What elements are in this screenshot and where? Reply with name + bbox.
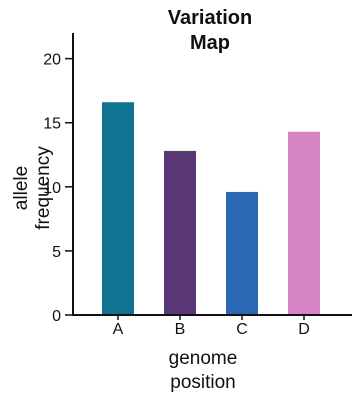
y-axis-title-line-2: frequency — [33, 146, 54, 230]
y-tick-label-15: 15 — [43, 116, 61, 133]
x-tick-label-C: C — [236, 321, 248, 338]
x-axis-title: genome position — [169, 348, 238, 393]
y-tick-label-0: 0 — [52, 308, 61, 325]
y-axis-ticks: 0 5 10 15 20 — [43, 52, 73, 325]
y-axis-title-line-1: allele — [11, 166, 32, 210]
bar-C — [226, 191, 258, 315]
x-tick-label-A: A — [113, 321, 124, 338]
y-axis-title: allele frequency — [11, 146, 54, 230]
bar-D — [288, 131, 320, 315]
bar-B — [164, 150, 196, 315]
y-tick-label-5: 5 — [52, 244, 61, 261]
x-tick-label-B: B — [175, 321, 186, 338]
x-axis-title-line-1: genome — [169, 348, 238, 369]
x-axis-title-line-2: position — [170, 372, 236, 393]
chart-title-line-1: Variation — [168, 7, 252, 29]
chart-title-line-2: Map — [190, 32, 230, 54]
chart-title: Variation Map — [168, 7, 252, 54]
x-axis-ticks: A B C D — [113, 315, 310, 338]
y-tick-label-20: 20 — [43, 52, 61, 69]
y-tick-label-10: 10 — [43, 180, 61, 197]
bar-A — [102, 102, 134, 315]
x-tick-label-D: D — [298, 321, 310, 338]
bars-group — [102, 102, 320, 315]
